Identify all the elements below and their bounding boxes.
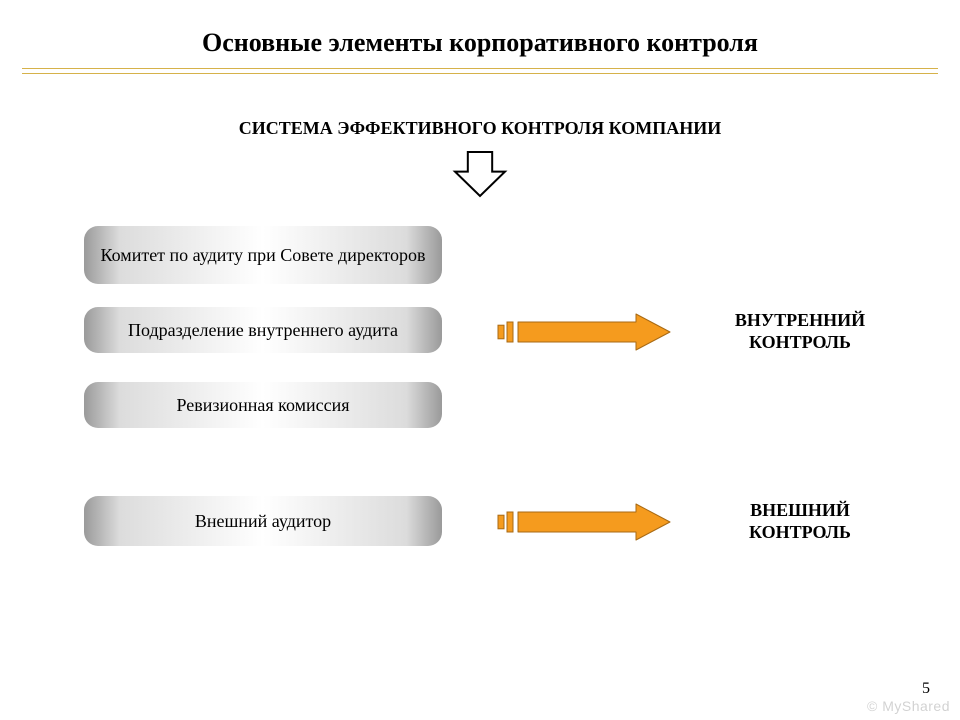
title-underline-1 xyxy=(22,68,938,69)
pill-label: Подразделение внутреннего аудита xyxy=(128,320,398,341)
subtitle-text: СИСТЕМА ЭФФЕКТИВНОГО КОНТРОЛЯ КОМПАНИИ xyxy=(239,118,721,138)
page-title-text: Основные элементы корпоративного контрол… xyxy=(202,28,758,57)
category-label-line: КОНТРОЛЬ xyxy=(700,332,900,354)
subtitle: СИСТЕМА ЭФФЕКТИВНОГО КОНТРОЛЯ КОМПАНИИ xyxy=(0,118,960,139)
title-underline-2 xyxy=(22,73,938,74)
orange-arrow-icon xyxy=(496,502,672,547)
page-title: Основные элементы корпоративного контрол… xyxy=(0,28,960,58)
category-label: ВНЕШНИЙКОНТРОЛЬ xyxy=(700,500,900,543)
down-arrow-icon xyxy=(451,150,509,203)
category-label-line: КОНТРОЛЬ xyxy=(700,522,900,544)
pill-item: Подразделение внутреннего аудита xyxy=(84,307,442,353)
pill-label: Комитет по аудиту при Совете директоров xyxy=(101,245,426,266)
pill-item: Внешний аудитор xyxy=(84,496,442,546)
pill-label: Внешний аудитор xyxy=(195,511,331,532)
pill-item: Комитет по аудиту при Совете директоров xyxy=(84,226,442,284)
page-number: 5 xyxy=(922,680,930,698)
watermark: © MyShared xyxy=(867,698,950,714)
pill-label: Ревизионная комиссия xyxy=(176,395,349,416)
pill-item: Ревизионная комиссия xyxy=(84,382,442,428)
category-label-line: ВНУТРЕННИЙ xyxy=(700,310,900,332)
category-label: ВНУТРЕННИЙКОНТРОЛЬ xyxy=(700,310,900,353)
category-label-line: ВНЕШНИЙ xyxy=(700,500,900,522)
orange-arrow-icon xyxy=(496,312,672,357)
